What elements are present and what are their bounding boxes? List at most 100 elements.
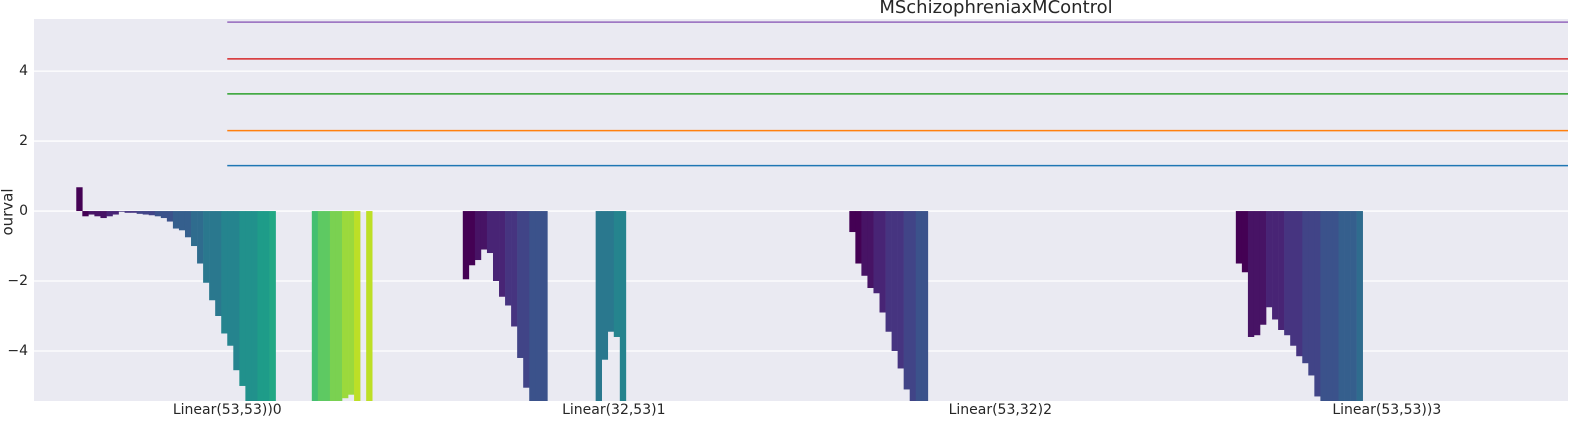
bar: [468, 211, 476, 266]
bar: [1320, 211, 1327, 401]
bar: [1247, 211, 1255, 337]
bar: [499, 211, 506, 297]
bar: [88, 211, 95, 215]
y-tick-label: −4: [7, 343, 28, 359]
bar: [354, 211, 361, 401]
bar: [233, 211, 240, 371]
bar: [903, 211, 911, 390]
bar: [329, 211, 337, 401]
bar: [595, 211, 603, 401]
bar: [1350, 211, 1357, 401]
bar: [209, 211, 216, 301]
bar: [1284, 211, 1291, 336]
bar: [178, 211, 186, 231]
bar: [607, 211, 615, 332]
bar: [317, 211, 325, 401]
bar: [921, 211, 929, 401]
bar: [619, 211, 627, 401]
bar: [849, 211, 856, 233]
bar: [82, 211, 89, 217]
threshold-lines: [227, 21, 1568, 167]
bar: [462, 211, 470, 280]
bar: [203, 211, 210, 283]
bar: [1338, 211, 1345, 401]
bar: [166, 211, 174, 222]
bar: [342, 211, 349, 399]
x-tick-label: Linear(53,53))0: [173, 402, 282, 418]
bar: [1296, 211, 1303, 357]
bar: [1235, 211, 1243, 264]
bar: [523, 211, 530, 388]
bar: [480, 211, 488, 250]
bar: [529, 211, 536, 401]
y-tick-label: 0: [19, 203, 28, 219]
bar: [348, 211, 355, 395]
bar: [909, 211, 917, 401]
bar: [601, 211, 609, 360]
bar: [1302, 211, 1309, 364]
bar: [191, 211, 198, 247]
bar: [885, 211, 892, 332]
bar: [311, 211, 319, 401]
bar: [323, 211, 331, 401]
bar: [148, 211, 156, 216]
bar: [855, 211, 862, 264]
bar: [100, 211, 107, 219]
bar: [154, 211, 162, 217]
y-axis-label: ourval: [0, 188, 17, 235]
bar: [1314, 211, 1321, 397]
bar: [136, 211, 144, 214]
bar: [227, 211, 234, 346]
bar: [492, 211, 500, 282]
bar: [897, 211, 904, 369]
bar: [160, 211, 168, 219]
bar: [505, 211, 512, 306]
x-tick-label: Linear(53,53))3: [1332, 402, 1441, 418]
bar: [1278, 211, 1285, 330]
bar: [366, 211, 373, 401]
bar: [1253, 211, 1261, 336]
bar: [130, 211, 137, 213]
bar: [1344, 211, 1351, 401]
bar: [873, 211, 880, 294]
bar: [1326, 211, 1333, 401]
y-tick-label: −2: [7, 273, 28, 289]
bar: [486, 211, 494, 254]
y-tick-label: 4: [19, 63, 28, 79]
bar: [613, 211, 621, 337]
bar: [891, 211, 898, 351]
bar: [257, 211, 264, 401]
bar: [106, 211, 113, 217]
bar: [879, 211, 886, 313]
bar: [263, 211, 270, 401]
bar: [184, 211, 192, 238]
x-tick-label: Linear(32,53)1: [562, 402, 665, 418]
bar: [112, 211, 119, 215]
bar: [915, 211, 923, 401]
bar: [1308, 211, 1315, 376]
bar: [1259, 211, 1267, 325]
bar: [1266, 211, 1273, 308]
bar: [535, 211, 542, 401]
bar: [197, 211, 204, 264]
chart-title: MSchizophreniaxMControl: [879, 0, 1112, 18]
bar: [245, 211, 252, 401]
bar: [251, 211, 258, 401]
bar: [142, 211, 150, 215]
bar: [861, 211, 868, 276]
bar: [76, 187, 83, 212]
bar: [867, 211, 874, 289]
bar: [474, 211, 482, 261]
bar: [269, 211, 276, 401]
bar: [1272, 211, 1279, 320]
bar: [1332, 211, 1339, 401]
bar: [221, 211, 228, 334]
x-tick-label: Linear(53,32)2: [949, 402, 1052, 418]
bar: [118, 211, 125, 212]
bar: [1241, 211, 1249, 273]
bar: [1290, 211, 1297, 346]
bar: [1356, 211, 1363, 401]
bars: [76, 187, 1363, 401]
bar: [215, 211, 222, 316]
